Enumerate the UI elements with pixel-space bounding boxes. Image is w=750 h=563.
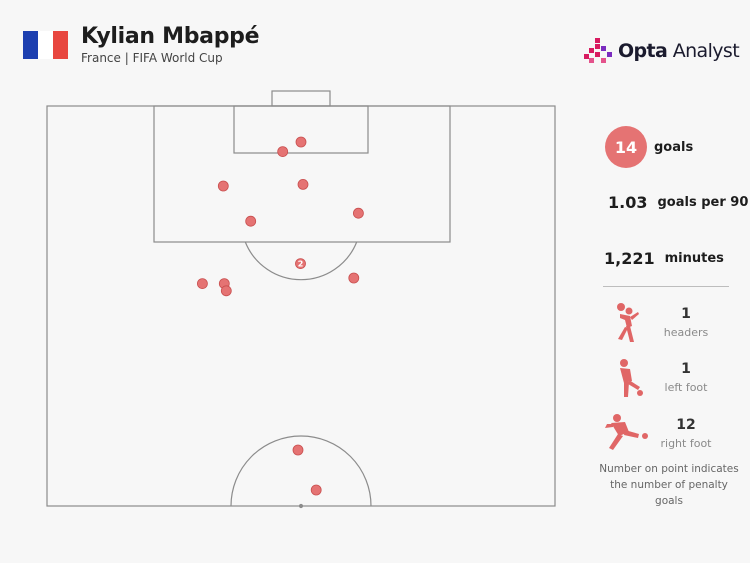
shot-point xyxy=(292,444,304,456)
penalty-count-label: 2 xyxy=(298,260,304,269)
pitch-lines xyxy=(46,90,556,509)
page-title: Kylian Mbappé xyxy=(81,24,260,49)
shot-point xyxy=(217,180,229,192)
shot-point xyxy=(352,207,364,219)
centre-spot xyxy=(298,503,304,509)
goals-value-circle: 14 xyxy=(605,126,647,168)
penalty-arc xyxy=(244,241,358,281)
headers-label: headers xyxy=(663,326,709,339)
flag-blue-stripe xyxy=(23,31,38,59)
shot-point xyxy=(245,215,257,227)
shot-point xyxy=(295,136,307,148)
brand-analyst: Analyst xyxy=(667,40,740,62)
shot-point xyxy=(295,258,306,270)
flag-white-stripe xyxy=(38,31,53,59)
shot-point xyxy=(310,484,322,496)
left-foot-label: left foot xyxy=(664,381,708,394)
penalty-note: Number on point indicates the number of … xyxy=(599,463,739,507)
shot-point xyxy=(277,146,289,158)
stats-divider xyxy=(603,286,729,287)
flag-red-stripe xyxy=(53,31,68,59)
right-foot-count: 12 xyxy=(676,417,696,433)
shot-point xyxy=(220,285,232,297)
shot-points: 2 xyxy=(196,136,364,496)
shot-point xyxy=(196,278,208,290)
brand-opta: Opta xyxy=(618,40,668,62)
page-subtitle: France | FIFA World Cup xyxy=(81,51,223,65)
left-foot-player-icon xyxy=(620,359,643,397)
left-foot-count: 1 xyxy=(681,361,691,377)
goal xyxy=(271,90,331,107)
france-flag-icon xyxy=(23,31,68,59)
goals-per-90-value: 1.03 xyxy=(608,193,648,212)
opta-analyst-logo: Opta Analyst xyxy=(584,38,740,64)
header-player-icon xyxy=(617,303,639,342)
goals-per-90-stat: 1.03 goals per 90 xyxy=(608,193,748,212)
goals-label: goals xyxy=(654,139,694,155)
shot-point xyxy=(297,178,309,190)
penalty-area xyxy=(153,105,451,243)
opta-bars-icon xyxy=(584,38,612,63)
goals-stat: 14 goals xyxy=(605,126,693,168)
minutes-stat: 1,221 minutes xyxy=(604,249,724,268)
centre-circle xyxy=(230,435,372,507)
goals-per-90-label: goals per 90 xyxy=(657,195,749,210)
shot-point xyxy=(348,272,360,284)
minutes-label: minutes xyxy=(664,251,724,266)
right-foot-label: right foot xyxy=(660,437,712,450)
minutes-value: 1,221 xyxy=(604,249,655,268)
headers-count: 1 xyxy=(681,306,691,322)
right-foot-player-icon xyxy=(605,414,648,450)
